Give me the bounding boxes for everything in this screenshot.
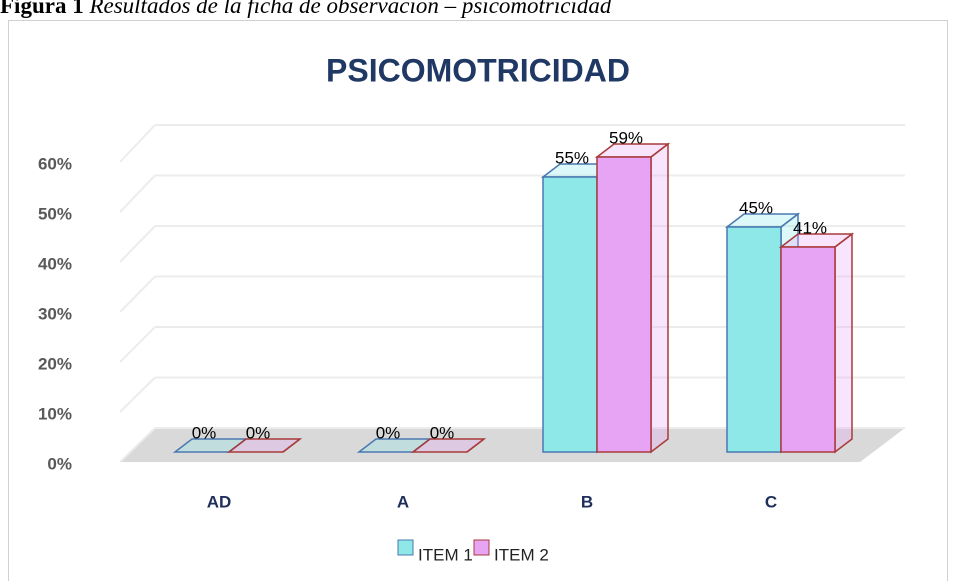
caption-label: Figura 1 [0, 0, 84, 18]
y-tick-label: 60% [38, 154, 72, 173]
bar-top [226, 438, 303, 453]
x-tick-label: AD [207, 492, 232, 511]
value-label: 59% [609, 128, 643, 147]
value-label: 0% [246, 423, 271, 442]
value-label: 41% [793, 218, 827, 237]
y-tick-label: 0% [47, 454, 72, 473]
caption: Figura 1 Resultados de la ficha de obser… [0, 0, 612, 18]
value-label: 55% [555, 148, 589, 167]
legend-swatch [397, 539, 414, 556]
x-tick-label: C [765, 492, 777, 511]
y-tick-label: 20% [38, 354, 72, 373]
floor [120, 428, 905, 462]
legend-label: ITEM 1 [418, 545, 473, 564]
value-label: 45% [739, 198, 773, 217]
bar [780, 246, 836, 453]
bar [596, 156, 652, 453]
legend-label: ITEM 2 [494, 545, 549, 564]
x-tick-label: A [397, 492, 409, 511]
grid-line [119, 124, 156, 163]
chart-border [8, 20, 948, 581]
bar-side [834, 232, 853, 454]
grid-line [119, 225, 156, 263]
y-tick-label: 10% [38, 404, 72, 423]
x-tick-label: B [581, 492, 593, 511]
y-tick-label: 50% [38, 204, 72, 223]
bar-top [410, 438, 487, 453]
y-tick-label: 30% [38, 304, 72, 323]
caption-text: Resultados de la ficha de observación – … [88, 0, 611, 18]
y-tick-label: 40% [38, 254, 72, 273]
grid-line [119, 376, 156, 413]
value-label: 0% [376, 423, 401, 442]
grid-line [119, 427, 156, 463]
value-label: 0% [430, 423, 455, 442]
legend-swatch [473, 539, 490, 556]
bar [542, 176, 598, 453]
chart-title: PSICOMOTRICIDAD [326, 52, 630, 88]
grid-line [119, 326, 156, 363]
grid-line [119, 174, 156, 213]
bar-side [650, 142, 669, 454]
value-label: 0% [192, 423, 217, 442]
bar [726, 226, 782, 453]
grid-line [119, 275, 156, 313]
